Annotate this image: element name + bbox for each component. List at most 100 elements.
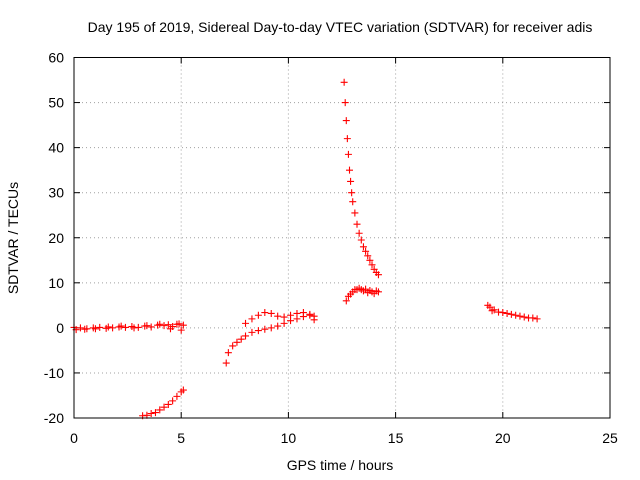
data-point [342,297,350,305]
data-point [343,135,351,143]
y-tick-label: 60 [48,50,64,66]
data-point [109,324,117,332]
x-axis-label: GPS time / hours [287,457,394,473]
data-point [374,288,382,296]
data-point [261,309,269,317]
data-point [96,323,104,331]
plot-area [73,57,611,419]
data-point [357,236,365,244]
data-point [340,78,348,86]
data-point [254,311,262,319]
data-point [130,324,138,332]
y-tick-label: -20 [44,410,64,426]
data-point [229,342,237,350]
data-point [490,306,498,314]
data-point [362,247,370,255]
data-point [173,392,181,400]
series [222,311,318,367]
data-point [486,303,494,311]
data-point [347,177,355,185]
data-point [177,326,185,334]
data-point [274,322,282,330]
data-point [516,312,524,320]
data-point [237,335,245,343]
data-point [104,323,112,331]
data-point [533,315,541,323]
data-point [164,321,172,329]
series [70,320,187,334]
data-point [242,319,250,327]
x-tick-label: 15 [388,430,404,446]
data-point [362,285,370,293]
data-point [374,271,382,279]
y-axis-ticks: -20 -10 0 10 20 30 40 50 60 [44,50,610,426]
data-point [160,403,168,411]
data-point [117,322,125,330]
data-point [147,323,155,331]
data-point [143,322,151,330]
data-point [222,359,230,367]
data-point [353,220,361,228]
data-point [267,309,275,317]
data-point [156,406,164,414]
data-point [254,327,262,335]
x-tick-label: 10 [281,430,297,446]
data-point [355,229,363,237]
data-point [344,150,352,158]
data-point [280,319,288,327]
chart-title: Day 195 of 2019, Sidereal Day-to-day VTE… [88,19,593,35]
data-point [341,99,349,107]
series [340,78,382,279]
data-point [81,325,89,333]
data-point [242,332,250,340]
data-point [248,328,256,336]
data-point [499,309,507,317]
data-point [121,323,129,331]
y-axis-label: SDTVAR / TECUs [5,182,21,294]
data-point [179,321,187,329]
x-axis-ticks: 0 5 10 15 20 25 [70,57,618,446]
data-point [267,324,275,332]
y-tick-label: 50 [48,95,64,111]
data-point [166,325,174,333]
y-tick-label: 20 [48,230,64,246]
data-point [151,409,159,417]
y-tick-label: 0 [56,320,64,336]
data-point [299,309,307,317]
y-tick-label: -10 [44,365,64,381]
x-tick-label: 20 [495,430,511,446]
x-tick-label: 25 [602,430,618,446]
grid [74,57,610,418]
data-point [346,166,354,174]
series [242,309,318,327]
data-point [261,325,269,333]
data-points [70,78,541,420]
data-point [274,312,282,320]
data-point [529,314,537,322]
x-tick-label: 0 [70,430,78,446]
data-point [147,409,155,417]
data-point [342,117,350,125]
data-point [169,397,177,405]
data-point [366,256,374,264]
y-tick-label: 40 [48,140,64,156]
data-point [175,320,183,328]
data-point [91,325,99,333]
data-point [512,311,520,319]
data-point [351,209,359,217]
data-point [248,315,256,323]
data-point [160,322,168,330]
series [342,284,382,305]
data-point [233,338,241,346]
data-point [224,349,232,357]
y-tick-label: 30 [48,185,64,201]
data-point [503,309,511,317]
data-point [368,261,376,269]
data-point [310,316,318,324]
data-point [520,313,528,321]
data-point [179,386,187,394]
data-point [364,252,372,260]
data-point [280,313,288,321]
data-point [76,324,84,332]
